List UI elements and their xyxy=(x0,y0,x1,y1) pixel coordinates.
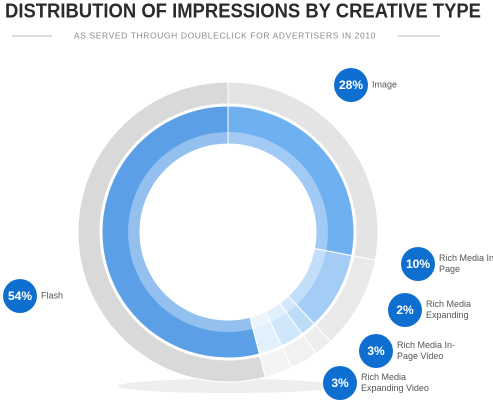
value-label: 54% xyxy=(8,289,32,303)
label-bubble xyxy=(323,366,357,400)
inner-highlight xyxy=(128,132,328,332)
label-bubble xyxy=(388,293,422,327)
label-bubble xyxy=(401,247,435,281)
outer-segment xyxy=(77,81,266,383)
label-bubble xyxy=(3,279,37,313)
chart-subtitle: AS SERVED THROUGH DOUBLECLICK FOR ADVERT… xyxy=(74,30,376,40)
value-label: 3% xyxy=(367,344,385,358)
value-label: 2% xyxy=(396,303,414,317)
value-label: 10% xyxy=(406,257,430,271)
category-label: Image xyxy=(372,79,398,90)
label-bubble xyxy=(359,334,393,368)
category-label: Rich Media Expanding Video xyxy=(361,372,429,393)
label-bubble xyxy=(334,68,368,102)
donut-hole xyxy=(140,144,316,320)
shadow xyxy=(118,379,338,393)
category-label: Rich Media Expanding xyxy=(426,299,472,320)
category-label: Rich Media In-Page xyxy=(439,253,493,274)
value-label: 28% xyxy=(339,78,363,92)
category-label: Rich Media In-Page Video xyxy=(397,340,456,361)
chart-title: DISTRIBUTION OF IMPRESSIONS BY CREATIVE … xyxy=(5,0,481,22)
value-label: 3% xyxy=(331,376,349,390)
category-label: Flash xyxy=(41,290,64,301)
